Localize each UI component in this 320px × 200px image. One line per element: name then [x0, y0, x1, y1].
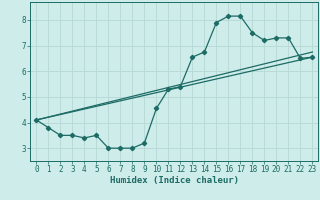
X-axis label: Humidex (Indice chaleur): Humidex (Indice chaleur)	[110, 176, 239, 185]
